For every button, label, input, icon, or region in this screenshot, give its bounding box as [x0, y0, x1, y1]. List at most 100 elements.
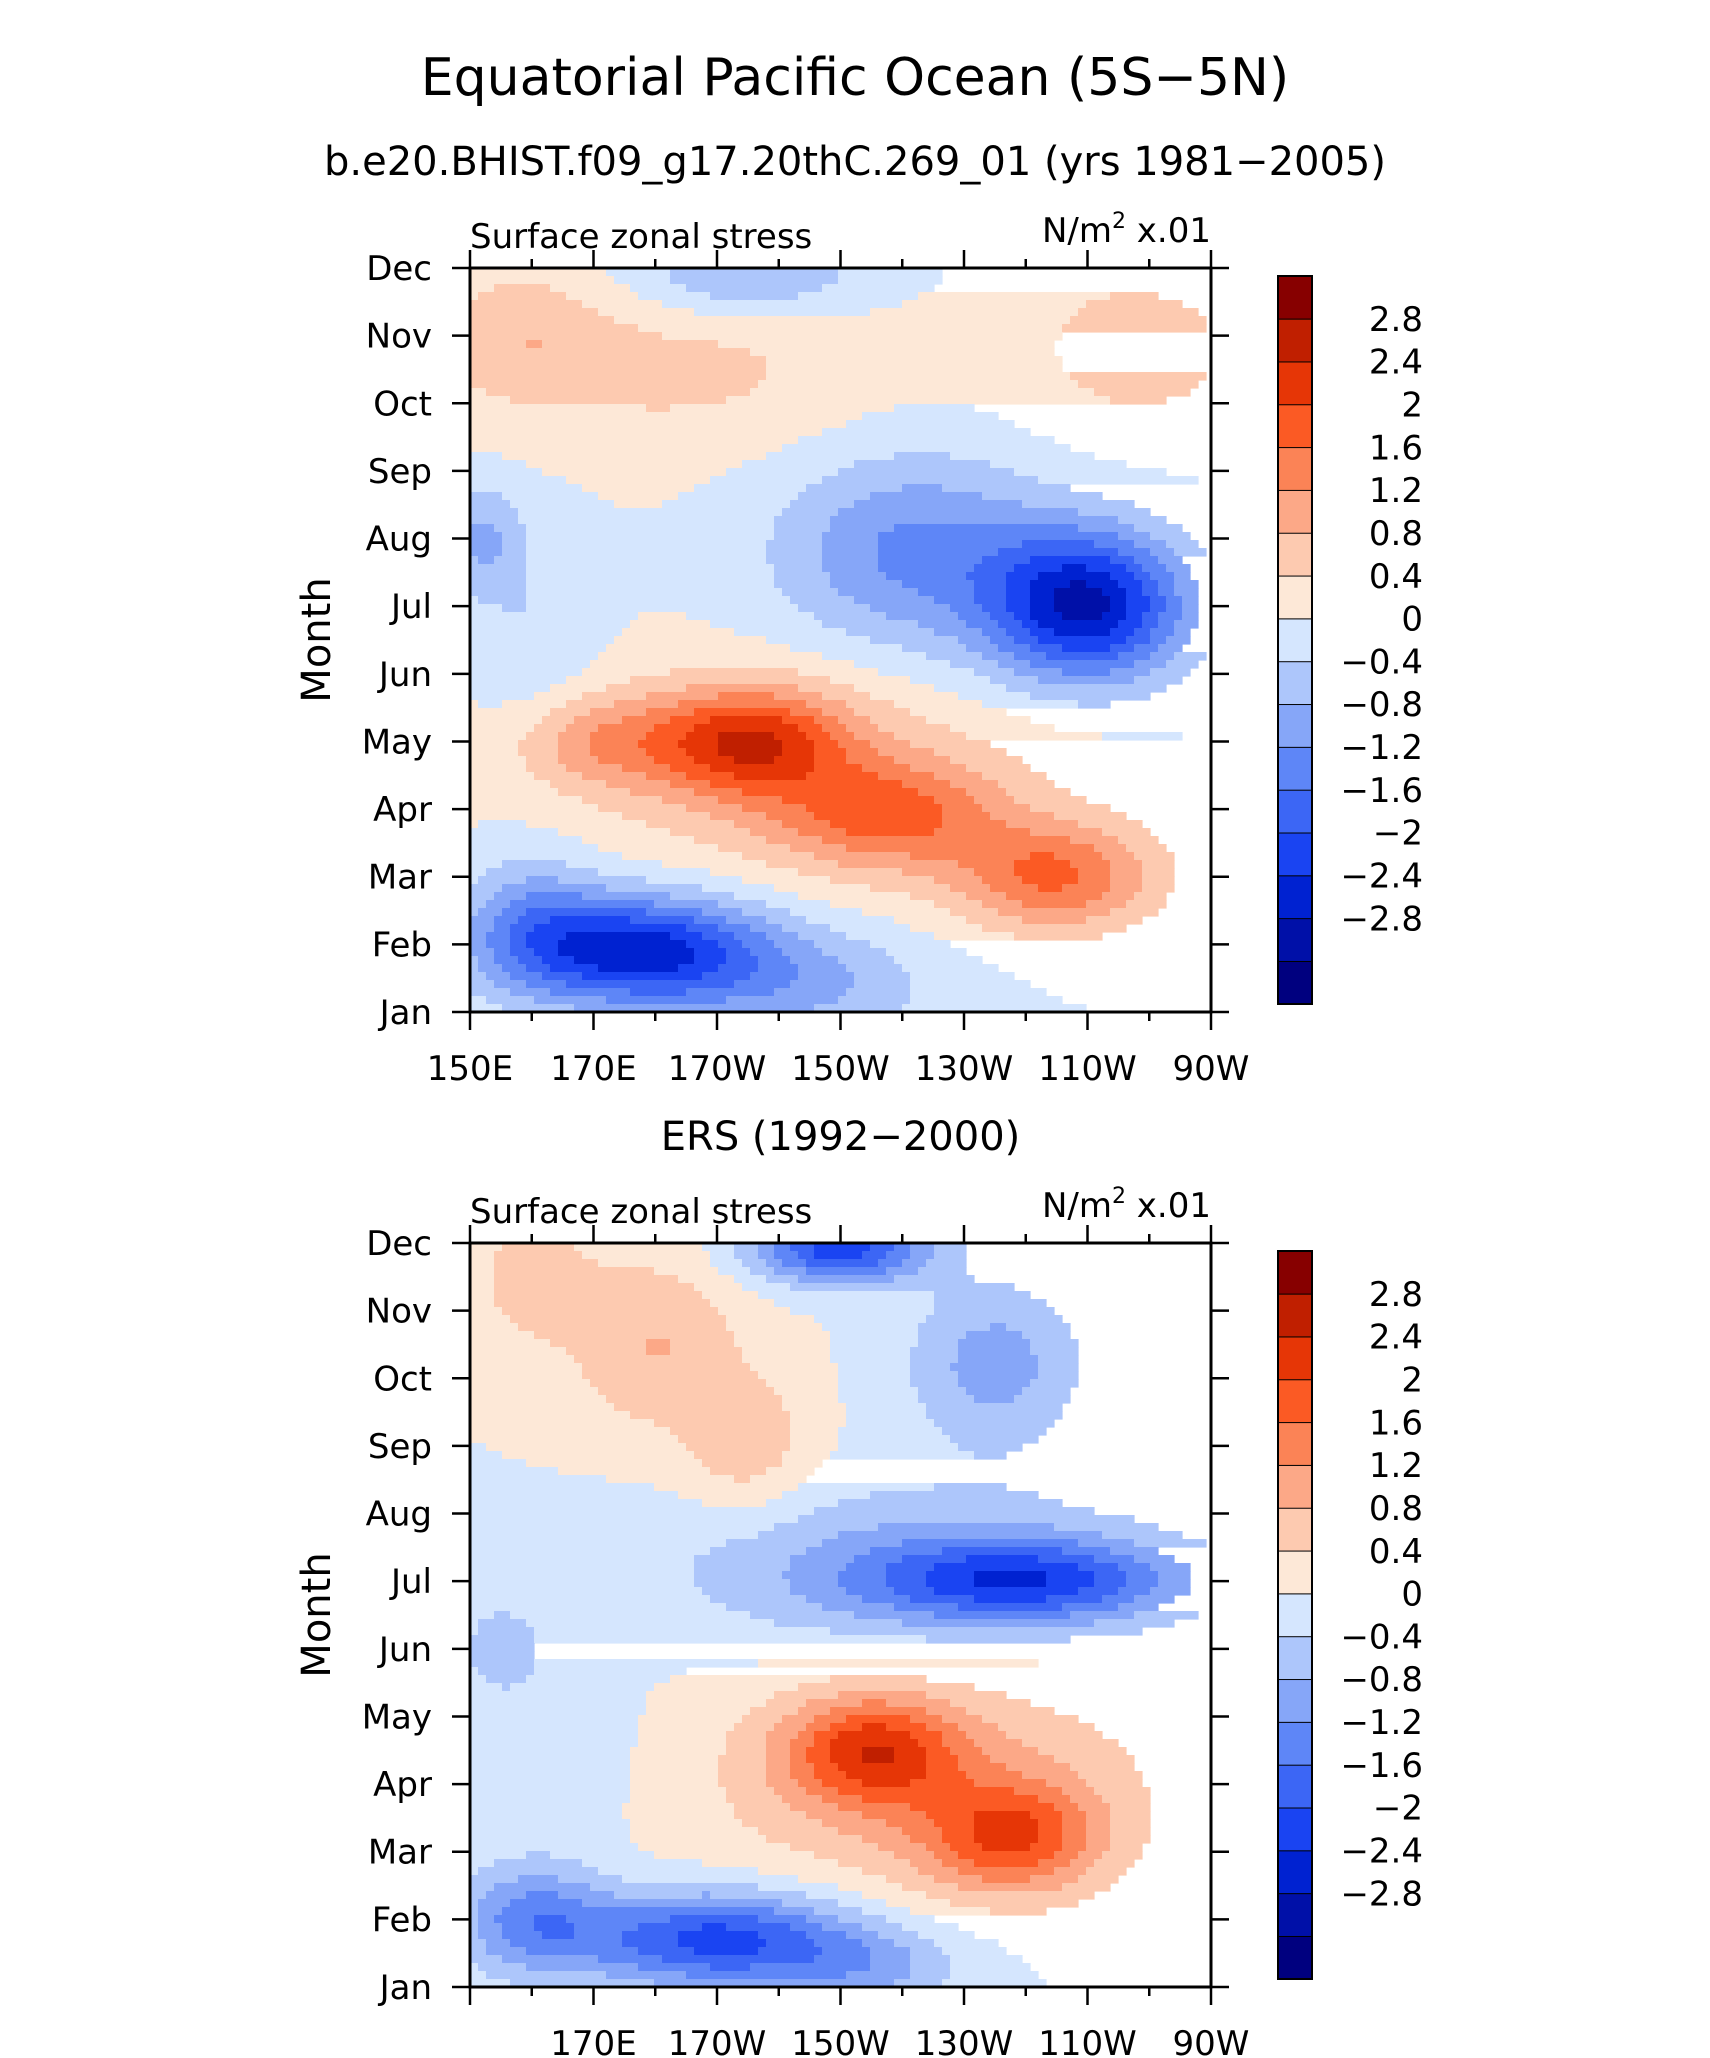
contour-cell — [1030, 628, 1055, 637]
contour-cell — [606, 1395, 783, 1404]
contour-cell — [1174, 620, 1199, 629]
contour-cell — [1070, 836, 1119, 845]
contour-cell — [870, 308, 1079, 317]
contour-cell — [638, 740, 679, 749]
contour-cell — [718, 1267, 751, 1276]
y-tick-label: Dec — [366, 249, 432, 289]
contour-cell — [470, 1603, 727, 1612]
contour-cell — [630, 1835, 767, 1844]
contour-cell — [934, 1299, 1047, 1308]
contour-cell — [622, 1931, 679, 1940]
contour-cell — [790, 1923, 823, 1932]
contour-cell — [1078, 700, 1111, 709]
contour-cell — [470, 524, 495, 533]
contour-cell — [470, 1403, 615, 1412]
contour-cell — [814, 716, 839, 725]
contour-cell — [470, 404, 647, 413]
contour-cell — [830, 1347, 911, 1356]
contour-cell — [870, 940, 951, 949]
contour-cell — [814, 1507, 1095, 1516]
contour-cell — [1102, 588, 1127, 597]
contour-cell — [718, 1763, 767, 1772]
contour-cell — [718, 900, 767, 909]
units-label: N/m2 x.01 — [1042, 1184, 1211, 1226]
colorbar-label: −2 — [1373, 1789, 1423, 1829]
contour-cell — [974, 1451, 1007, 1460]
contour-cell — [918, 1739, 943, 1748]
contour-cell — [918, 620, 967, 629]
contour-cell — [646, 1707, 751, 1716]
contour-cell — [542, 1931, 575, 1940]
contour-cell — [966, 1771, 1023, 1780]
contour-cell — [470, 1435, 679, 1444]
contour-cell — [782, 1571, 839, 1580]
contour-cell — [926, 1763, 959, 1772]
contour-cell — [710, 292, 799, 301]
contour-cell — [470, 1963, 479, 1972]
colorbar-label: 2.4 — [1369, 1318, 1423, 1358]
contour-cell — [1166, 596, 1183, 605]
contour-cell — [1014, 860, 1071, 869]
contour-cell — [1158, 588, 1175, 597]
contour-cell — [790, 1843, 879, 1852]
colorbar-label: −0.8 — [1340, 1660, 1423, 1700]
contour-cell — [1006, 588, 1031, 597]
contour-cell — [710, 1299, 775, 1308]
contour-cell — [606, 780, 671, 789]
contour-cell — [1062, 1787, 1095, 1796]
contour-cell — [926, 1259, 967, 1268]
contour-cell — [886, 1915, 935, 1924]
contour-cell — [734, 1475, 751, 1484]
contour-cell — [774, 1619, 903, 1628]
contour-cell — [734, 1339, 831, 1348]
x-tick-labels: 170E 170W 150W 130W 110W 90W — [550, 2024, 1249, 2058]
contour-cell — [870, 492, 983, 501]
contour-cell — [742, 804, 807, 813]
contour-cell — [974, 588, 1007, 597]
contour-cell — [630, 1747, 727, 1756]
contour-cell — [598, 1259, 711, 1268]
contour-cell — [470, 380, 759, 389]
contour-cell — [726, 1923, 791, 1932]
contour-cell — [774, 1787, 807, 1796]
contour-cell — [470, 1411, 631, 1420]
contour-cell — [974, 1395, 1015, 1404]
contour-cell — [566, 764, 623, 773]
contour-cell — [942, 1547, 1063, 1556]
contour-cell — [710, 1963, 751, 1972]
contour-cell — [1110, 1547, 1159, 1556]
contour-cell — [1150, 604, 1167, 613]
contour-cell — [822, 476, 1039, 485]
contour-cell — [934, 932, 1015, 941]
contour-cell — [766, 1499, 839, 1508]
contour-cell — [766, 1939, 815, 1948]
contour-cell — [966, 572, 1007, 581]
contour-cell — [630, 1755, 719, 1764]
contour-cell — [734, 772, 807, 781]
contour-cell — [470, 580, 527, 589]
contour-cell — [470, 1875, 519, 1884]
contour-cell — [838, 1787, 1015, 1796]
contour-cell — [510, 1683, 655, 1692]
contour-cell — [774, 732, 807, 741]
contour-cell — [718, 748, 783, 757]
contour-cell — [1022, 1771, 1079, 1780]
x-tick-label: 170W — [668, 2024, 767, 2058]
contour-cell — [1062, 1603, 1119, 1612]
contour-cell — [470, 1683, 503, 1692]
contour-cell — [918, 788, 967, 797]
contour-cell — [590, 1379, 767, 1388]
contour-cell — [1006, 596, 1031, 605]
contour-cell — [598, 724, 655, 733]
colorbar-box — [1277, 361, 1313, 406]
contour-cell — [518, 1323, 727, 1332]
contour-cell — [774, 988, 847, 997]
contour-cell — [958, 612, 991, 621]
contour-cell — [470, 412, 863, 421]
contour-cell — [982, 700, 1079, 709]
contour-cell — [790, 1411, 847, 1420]
contour-cell — [598, 652, 823, 661]
contour-cell — [846, 748, 879, 757]
contour-cell — [910, 1859, 943, 1868]
